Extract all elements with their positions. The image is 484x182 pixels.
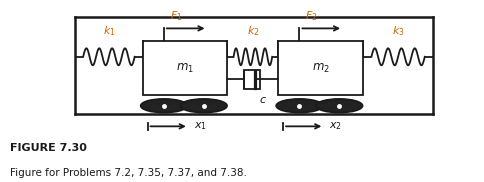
Text: FIGURE 7.30: FIGURE 7.30 bbox=[10, 143, 87, 153]
Text: $k_2$: $k_2$ bbox=[247, 25, 259, 38]
Bar bbox=[143, 41, 227, 95]
Circle shape bbox=[181, 99, 227, 113]
Text: $m_1$: $m_1$ bbox=[176, 62, 194, 75]
Text: $F_2$: $F_2$ bbox=[305, 9, 318, 23]
Bar bbox=[278, 41, 363, 95]
Circle shape bbox=[141, 99, 187, 113]
Text: $x_1$: $x_1$ bbox=[194, 120, 207, 132]
Text: $m_2$: $m_2$ bbox=[312, 62, 330, 75]
Text: $k_3$: $k_3$ bbox=[392, 25, 405, 38]
Bar bbox=[244, 70, 260, 89]
Text: Figure for Problems 7.2, 7.35, 7.37, and 7.38.: Figure for Problems 7.2, 7.35, 7.37, and… bbox=[10, 168, 246, 178]
Text: $x_2$: $x_2$ bbox=[329, 120, 342, 132]
Text: $c$: $c$ bbox=[258, 95, 267, 105]
Circle shape bbox=[276, 99, 323, 113]
Text: $F_1$: $F_1$ bbox=[170, 9, 182, 23]
Text: $k_1$: $k_1$ bbox=[103, 25, 115, 38]
Circle shape bbox=[316, 99, 363, 113]
